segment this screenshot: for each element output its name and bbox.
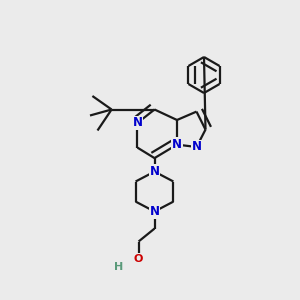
- Text: N: N: [191, 140, 202, 154]
- Text: N: N: [149, 165, 160, 178]
- Text: N: N: [149, 205, 160, 218]
- Text: N: N: [172, 138, 182, 151]
- Text: N: N: [132, 116, 142, 130]
- Text: H: H: [114, 262, 123, 272]
- Text: O: O: [134, 254, 143, 264]
